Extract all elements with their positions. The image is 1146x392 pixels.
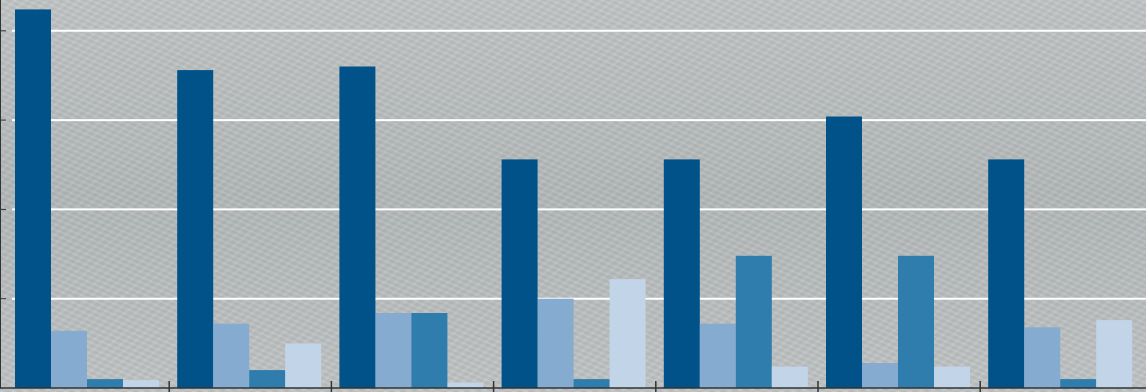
bar [1060, 379, 1097, 388]
bar [663, 159, 700, 388]
bar [609, 279, 646, 388]
bar [87, 379, 123, 388]
bar [573, 379, 610, 388]
bar [411, 313, 448, 388]
bar [501, 159, 538, 388]
bar [988, 159, 1025, 388]
bar [934, 366, 970, 388]
bar [123, 380, 159, 388]
bar [285, 343, 322, 388]
bar [51, 330, 87, 388]
bar [249, 370, 286, 388]
bar [15, 9, 51, 389]
bar [771, 366, 808, 388]
bar [898, 255, 934, 388]
bar [735, 255, 772, 388]
bar [447, 382, 484, 388]
bar [213, 323, 250, 388]
bar [339, 66, 376, 388]
bar [1096, 320, 1133, 388]
bar [862, 363, 898, 388]
bar [1024, 327, 1061, 388]
bars [15, 9, 1133, 389]
bar [537, 298, 574, 388]
bar [375, 313, 412, 388]
bar [177, 70, 214, 388]
bar [826, 116, 862, 388]
bar [699, 323, 736, 388]
